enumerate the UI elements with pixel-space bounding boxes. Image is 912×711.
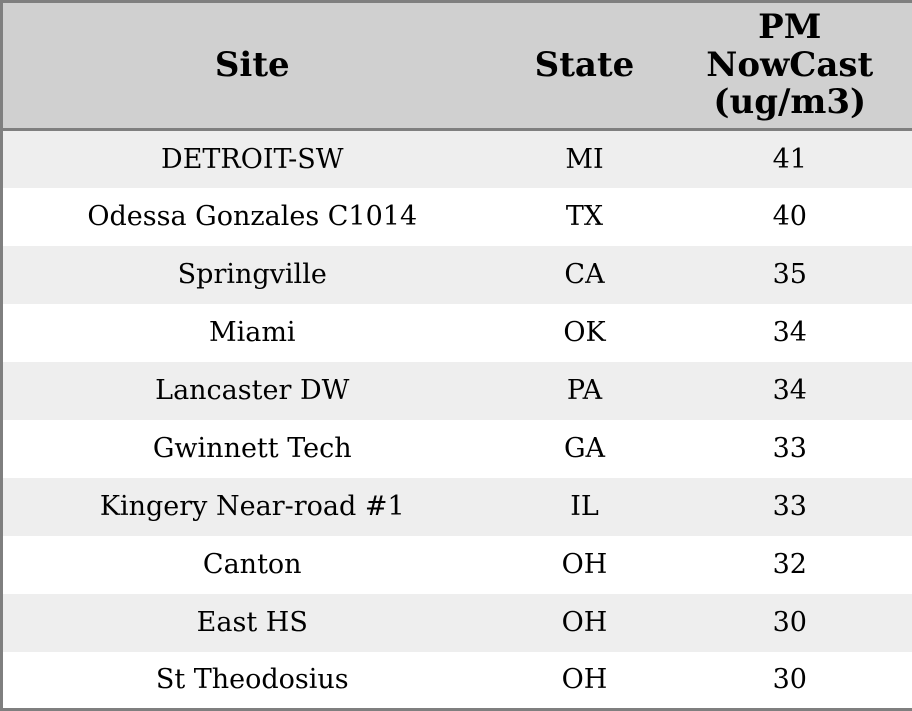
table-row: Odessa Gonzales C1014 TX 40 <box>1 187 912 246</box>
state-cell: OH <box>501 593 668 652</box>
table-row: Kingery Near-road #1 IL 33 <box>1 477 912 536</box>
pm-cell: 35 <box>667 245 912 304</box>
pm-cell: 30 <box>667 651 912 710</box>
state-cell: TX <box>501 187 668 246</box>
state-cell: PA <box>501 361 668 420</box>
table-row: Gwinnett Tech GA 33 <box>1 419 912 478</box>
site-cell: DETROIT-SW <box>1 129 502 188</box>
site-cell: St Theodosius <box>1 651 502 710</box>
table-row: Canton OH 32 <box>1 535 912 594</box>
pm-cell: 41 <box>667 129 912 188</box>
site-cell: Gwinnett Tech <box>1 419 502 478</box>
table-row: Lancaster DW PA 34 <box>1 361 912 420</box>
table-row: Springville CA 35 <box>1 245 912 304</box>
site-cell: Miami <box>1 303 502 362</box>
state-cell: CA <box>501 245 668 304</box>
pm-cell: 34 <box>667 361 912 420</box>
pm-cell: 34 <box>667 303 912 362</box>
site-cell: East HS <box>1 593 502 652</box>
pm-cell: 33 <box>667 477 912 536</box>
pm-cell: 32 <box>667 535 912 594</box>
table-row: St Theodosius OH 30 <box>1 651 912 710</box>
state-cell: OH <box>501 651 668 710</box>
column-header-pm-nowcast: PM NowCast (ug/m3) <box>667 1 912 131</box>
site-cell: Springville <box>1 245 502 304</box>
site-cell: Kingery Near-road #1 <box>1 477 502 536</box>
column-header-state: State <box>501 1 668 131</box>
table-row: Miami OK 34 <box>1 303 912 362</box>
header-row: Site State PM NowCast (ug/m3) <box>1 1 912 131</box>
state-cell: OK <box>501 303 668 362</box>
state-cell: MI <box>501 129 668 188</box>
site-cell: Lancaster DW <box>1 361 502 420</box>
site-cell: Odessa Gonzales C1014 <box>1 187 502 246</box>
table-row: East HS OH 30 <box>1 593 912 652</box>
site-cell: Canton <box>1 535 502 594</box>
state-cell: GA <box>501 419 668 478</box>
state-cell: OH <box>501 535 668 594</box>
state-cell: IL <box>501 477 668 536</box>
column-header-site: Site <box>1 1 502 131</box>
table-row: DETROIT-SW MI 41 <box>1 129 912 188</box>
pm-cell: 40 <box>667 187 912 246</box>
pm-cell: 33 <box>667 419 912 478</box>
pm-cell: 30 <box>667 593 912 652</box>
